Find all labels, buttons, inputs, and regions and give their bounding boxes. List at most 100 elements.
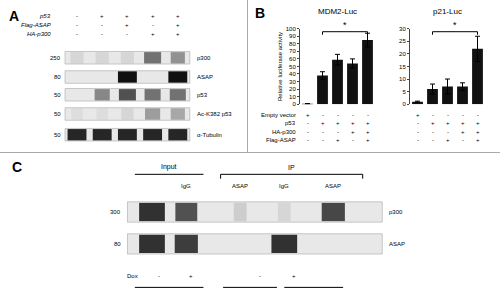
svg-text:+: +: [176, 31, 180, 37]
svg-text:Ac-K382 p53: Ac-K382 p53: [197, 111, 232, 117]
svg-text:+: +: [292, 273, 296, 279]
svg-text:+: +: [306, 112, 310, 118]
svg-text:-: -: [417, 120, 419, 126]
svg-text:Relative luciferase activity: Relative luciferase activity: [277, 32, 283, 101]
svg-text:0: 0: [402, 101, 406, 107]
svg-text:+: +: [461, 120, 465, 126]
svg-text:80: 80: [289, 41, 296, 47]
svg-text:*: *: [343, 20, 347, 30]
svg-text:100: 100: [286, 26, 297, 32]
svg-text:+: +: [176, 22, 180, 28]
svg-text:+: +: [461, 129, 465, 135]
svg-text:+: +: [176, 13, 180, 19]
svg-text:p300: p300: [197, 55, 211, 61]
svg-text:+: +: [446, 137, 450, 143]
svg-text:80: 80: [114, 241, 121, 247]
svg-text:+: +: [366, 120, 370, 126]
svg-text:-: -: [477, 112, 479, 118]
svg-text:-: -: [101, 22, 103, 28]
svg-text:A: A: [9, 8, 19, 24]
svg-text:-: -: [367, 112, 369, 118]
svg-text:p53: p53: [197, 92, 208, 98]
svg-text:Empty vector: Empty vector: [261, 112, 296, 118]
svg-text:+: +: [189, 273, 193, 279]
svg-text:+: +: [321, 120, 325, 126]
svg-text:IP: IP: [288, 164, 295, 171]
svg-text:30: 30: [399, 26, 406, 32]
svg-text:B: B: [255, 5, 265, 21]
svg-text:C: C: [12, 159, 22, 175]
svg-text:ASAP: ASAP: [232, 183, 248, 189]
svg-text:IgG: IgG: [181, 183, 191, 189]
svg-text:-: -: [126, 31, 128, 37]
svg-text:-: -: [432, 112, 434, 118]
svg-text:+: +: [431, 120, 435, 126]
svg-text:-: -: [432, 129, 434, 135]
svg-text:+: +: [476, 120, 480, 126]
svg-text:-: -: [352, 137, 354, 143]
svg-text:40: 40: [289, 71, 296, 77]
svg-text:+: +: [125, 13, 129, 19]
svg-text:90: 90: [289, 33, 296, 39]
svg-text:25: 25: [399, 38, 406, 44]
svg-text:ASAP: ASAP: [197, 74, 213, 80]
svg-text:5: 5: [402, 89, 406, 95]
svg-text:-: -: [417, 129, 419, 135]
svg-text:+: +: [336, 137, 340, 143]
svg-text:50: 50: [54, 132, 61, 138]
svg-text:p53: p53: [39, 13, 51, 19]
svg-text:HA-p300: HA-p300: [27, 31, 51, 37]
svg-text:+: +: [100, 13, 104, 19]
svg-text:p300: p300: [389, 209, 403, 215]
svg-text:250: 250: [50, 55, 61, 61]
svg-text:+: +: [446, 120, 450, 126]
svg-text:-: -: [352, 112, 354, 118]
svg-text:+: +: [151, 31, 155, 37]
svg-text:HA-p300: HA-p300: [272, 129, 296, 135]
svg-text:+: +: [416, 112, 420, 118]
svg-text:300: 300: [110, 209, 121, 215]
svg-text:*: *: [453, 20, 457, 30]
svg-text:-: -: [462, 137, 464, 143]
svg-text:+: +: [366, 137, 370, 143]
svg-text:10: 10: [399, 76, 406, 82]
svg-text:+: +: [351, 129, 355, 135]
svg-text:Dox: Dox: [127, 273, 138, 279]
svg-text:Flag-ASAP: Flag-ASAP: [21, 22, 51, 28]
svg-text:-: -: [337, 112, 339, 118]
svg-text:p53: p53: [285, 120, 296, 126]
svg-text:60: 60: [289, 56, 296, 62]
svg-text:-: -: [447, 129, 449, 135]
svg-text:50: 50: [289, 64, 296, 70]
svg-text:50: 50: [54, 92, 61, 98]
svg-text:-: -: [76, 31, 78, 37]
svg-text:70: 70: [289, 48, 296, 54]
svg-text:-: -: [417, 137, 419, 143]
svg-text:p21-Luc: p21-Luc: [433, 7, 462, 16]
svg-text:-: -: [101, 31, 103, 37]
svg-text:IgG: IgG: [279, 183, 289, 189]
svg-text:Flag-ASAP: Flag-ASAP: [266, 137, 296, 143]
svg-text:-: -: [307, 129, 309, 135]
svg-text:-: -: [259, 273, 261, 279]
svg-text:+: +: [476, 129, 480, 135]
svg-text:50: 50: [54, 111, 61, 117]
svg-text:30: 30: [289, 79, 296, 85]
svg-text:ASAP: ASAP: [389, 241, 405, 247]
svg-text:10: 10: [289, 94, 296, 100]
svg-text:0: 0: [292, 101, 296, 107]
svg-text:-: -: [152, 22, 154, 28]
svg-text:15: 15: [399, 64, 406, 70]
svg-text:-: -: [76, 13, 78, 19]
svg-text:MDM2-Luc: MDM2-Luc: [318, 7, 357, 16]
svg-text:20: 20: [289, 86, 296, 92]
svg-text:ASAP: ASAP: [325, 183, 341, 189]
svg-text:+: +: [151, 13, 155, 19]
svg-text:-: -: [307, 120, 309, 126]
svg-text:-: -: [322, 112, 324, 118]
svg-text:-: -: [447, 112, 449, 118]
svg-text:-: -: [76, 22, 78, 28]
svg-text:+: +: [336, 120, 340, 126]
svg-text:+: +: [476, 137, 480, 143]
svg-text:80: 80: [54, 74, 61, 80]
